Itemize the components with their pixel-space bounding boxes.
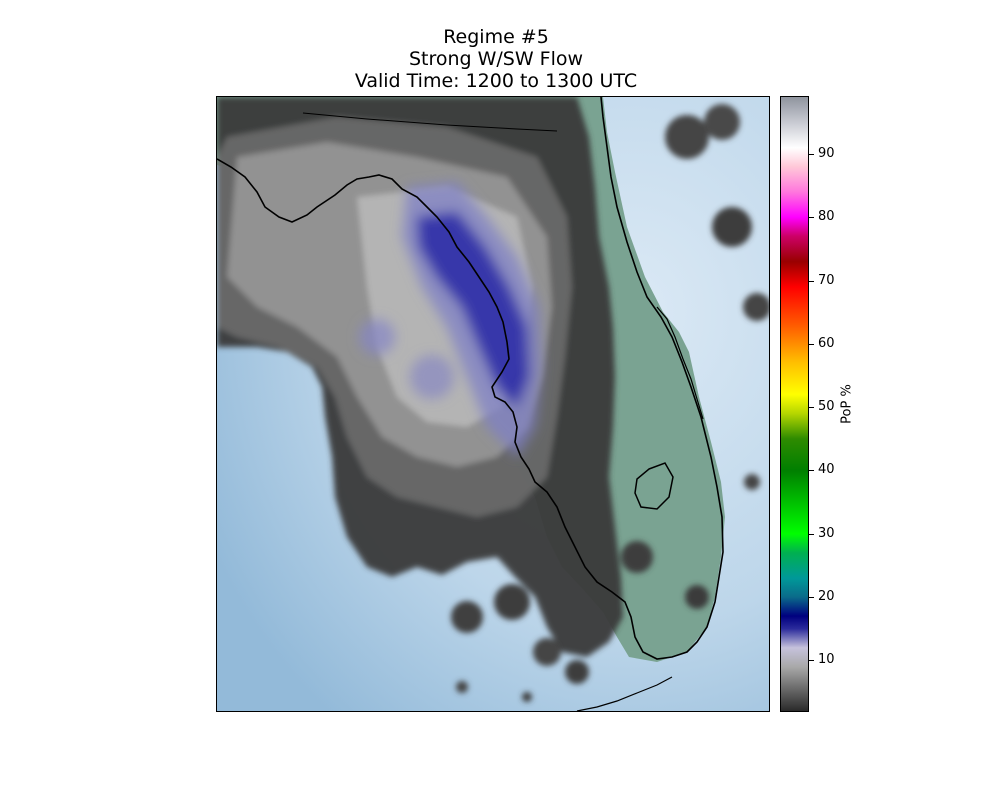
title-flow-regime: Strong W/SW Flow bbox=[408, 48, 584, 70]
title-valid-time: Valid Time: 1200 to 1300 UTC bbox=[354, 70, 638, 92]
colorbar-tick-label: 40 bbox=[818, 462, 835, 477]
title-regime: Regime #5 bbox=[443, 26, 549, 48]
coastline bbox=[217, 97, 724, 660]
colorbar-gradient bbox=[781, 97, 808, 711]
colorbar-tick-label: 70 bbox=[818, 273, 835, 288]
colorbar-tick bbox=[809, 597, 814, 598]
pop-field-blue bbox=[359, 182, 542, 457]
colorbar-tick-label: 20 bbox=[818, 589, 835, 604]
colorbar-tick bbox=[809, 281, 814, 282]
colorbar-tick bbox=[809, 344, 814, 345]
colorbar-tick bbox=[809, 660, 814, 661]
florida-keys bbox=[576, 676, 673, 711]
colorbar-tick-label: 80 bbox=[818, 209, 835, 224]
colorbar-tick bbox=[809, 470, 814, 471]
colorbar-tick bbox=[809, 534, 814, 535]
colorbar-tick-label: 50 bbox=[818, 399, 835, 414]
colorbar-tick-label: 90 bbox=[818, 146, 835, 161]
florida-pop-map bbox=[216, 96, 770, 712]
colorbar-tick bbox=[809, 407, 814, 408]
lake-okeechobee bbox=[634, 462, 674, 510]
pop-colorbar bbox=[780, 96, 809, 712]
colorbar-label: PoP % bbox=[839, 384, 855, 424]
colorbar-tick-label: 10 bbox=[818, 652, 835, 667]
colorbar-tick bbox=[809, 217, 814, 218]
colorbar-tick-label: 30 bbox=[818, 526, 835, 541]
map-title: Regime #5 Strong W/SW Flow Valid Time: 1… bbox=[0, 26, 992, 92]
state-boundary bbox=[302, 112, 558, 132]
colorbar-tick-label: 60 bbox=[818, 336, 835, 351]
colorbar-tick bbox=[809, 154, 814, 155]
